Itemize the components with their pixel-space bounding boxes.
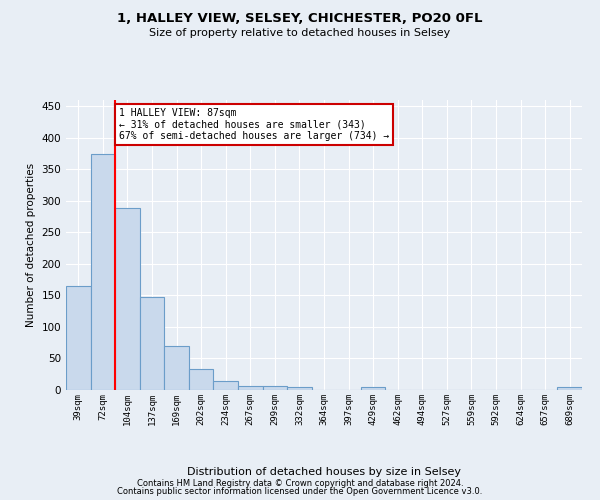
Bar [91, 154, 115, 390]
Text: Contains public sector information licensed under the Open Government Licence v3: Contains public sector information licen… [118, 487, 482, 496]
Text: Contains HM Land Registry data © Crown copyright and database right 2024.: Contains HM Land Registry data © Crown c… [137, 478, 463, 488]
Bar [263, 386, 287, 390]
Bar [164, 346, 189, 390]
Bar [361, 387, 385, 390]
Bar [214, 381, 238, 390]
X-axis label: Distribution of detached houses by size in Selsey: Distribution of detached houses by size … [187, 466, 461, 476]
Text: 1 HALLEY VIEW: 87sqm
← 31% of detached houses are smaller (343)
67% of semi-deta: 1 HALLEY VIEW: 87sqm ← 31% of detached h… [119, 108, 389, 141]
Bar [66, 286, 91, 390]
Y-axis label: Number of detached properties: Number of detached properties [26, 163, 36, 327]
Text: 1, HALLEY VIEW, SELSEY, CHICHESTER, PO20 0FL: 1, HALLEY VIEW, SELSEY, CHICHESTER, PO20… [117, 12, 483, 26]
Bar [115, 208, 140, 390]
Text: Size of property relative to detached houses in Selsey: Size of property relative to detached ho… [149, 28, 451, 38]
Bar [557, 387, 582, 390]
Bar [287, 387, 312, 390]
Bar [189, 369, 214, 390]
Bar [238, 386, 263, 390]
Bar [140, 296, 164, 390]
